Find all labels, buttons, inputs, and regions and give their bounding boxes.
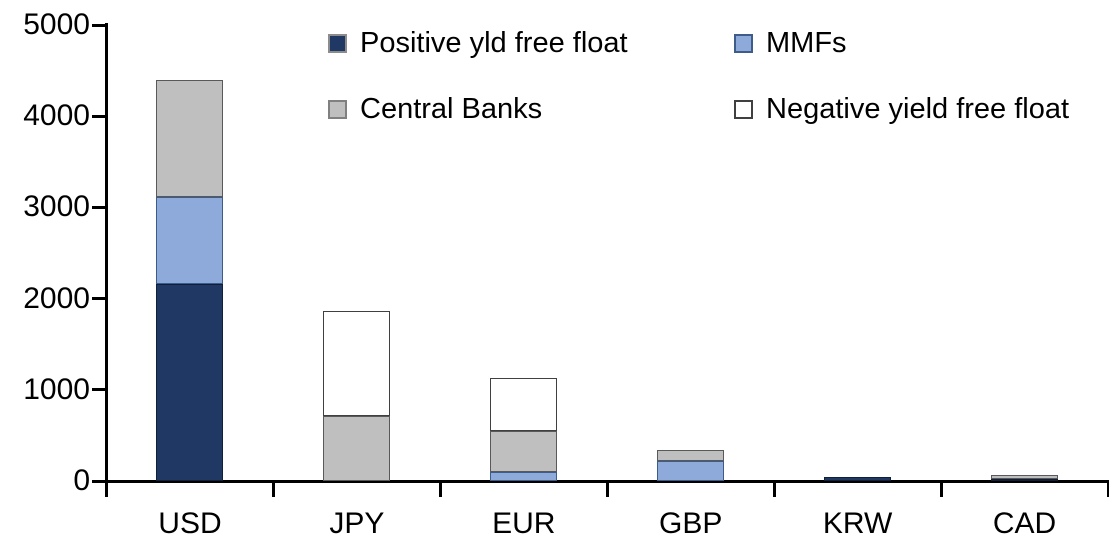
y-axis-line <box>105 23 108 484</box>
legend-label-central-banks: Central Banks <box>360 93 543 125</box>
y-tick-label: 3000 <box>23 190 90 224</box>
x-axis-label-krw: KRW <box>822 507 893 540</box>
y-tick <box>92 297 105 301</box>
x-axis-label-cad: CAD <box>992 507 1057 540</box>
legend-swatch-central-banks <box>328 99 347 119</box>
x-tick <box>1106 482 1109 497</box>
bar-segment-eur-mmfs <box>490 471 558 481</box>
y-tick <box>92 388 105 392</box>
bar-segment-krw-positive-yld-free-float <box>824 477 892 481</box>
x-axis-label-jpy: JPY <box>329 507 385 540</box>
y-tick <box>92 479 105 483</box>
legend-swatch-negative-yield-free-float <box>734 99 753 119</box>
bar-segment-eur-central-banks <box>490 430 558 472</box>
legend-item-negative-yield-free-float: Negative yield free float <box>734 93 1069 125</box>
x-axis-label-gbp: GBP <box>659 507 723 540</box>
legend-label-negative-yield-free-float: Negative yield free float <box>766 93 1070 125</box>
bar-segment-jpy-central-banks <box>323 416 391 481</box>
y-tick-label: 2000 <box>23 281 90 315</box>
x-axis-label-usd: USD <box>158 507 222 540</box>
y-tick-label: 0 <box>73 464 90 497</box>
x-tick <box>438 482 442 497</box>
bar-segment-jpy-negative-yield-free-float <box>323 311 391 417</box>
legend-item-mmfs: MMFs <box>734 27 847 59</box>
x-tick <box>271 482 275 497</box>
bar-segment-usd-central-banks <box>156 79 224 198</box>
bar-segment-gbp-central-banks <box>657 449 725 461</box>
legend-label-positive-yld-free-float: Positive yld free float <box>360 27 628 59</box>
y-tick <box>92 114 105 118</box>
legend-item-central-banks: Central Banks <box>328 93 542 125</box>
x-axis-line <box>105 479 1109 483</box>
bar-segment-cad-central-banks <box>991 475 1059 479</box>
bar-segment-gbp-mmfs <box>657 460 725 481</box>
y-tick <box>92 205 105 209</box>
y-tick-label: 4000 <box>23 99 90 133</box>
x-tick <box>772 482 776 497</box>
y-tick <box>92 23 105 27</box>
x-tick <box>105 482 108 497</box>
x-tick <box>605 482 609 497</box>
y-tick-label: 5000 <box>23 8 90 41</box>
bar-segment-usd-mmfs <box>156 197 224 284</box>
legend-swatch-mmfs <box>734 33 753 53</box>
legend-swatch-positive-yld-free-float <box>328 33 347 53</box>
y-tick-label: 1000 <box>23 372 90 406</box>
bar-segment-usd-positive-yld-free-float <box>156 284 224 481</box>
legend-item-positive-yld-free-float: Positive yld free float <box>328 27 628 59</box>
bar-segment-cad-positive-yld-free-float <box>991 478 1059 481</box>
x-tick <box>939 482 943 497</box>
x-axis-label-eur: EUR <box>492 507 556 540</box>
legend-label-mmfs: MMFs <box>766 27 847 59</box>
bar-segment-eur-negative-yield-free-float <box>490 377 558 431</box>
